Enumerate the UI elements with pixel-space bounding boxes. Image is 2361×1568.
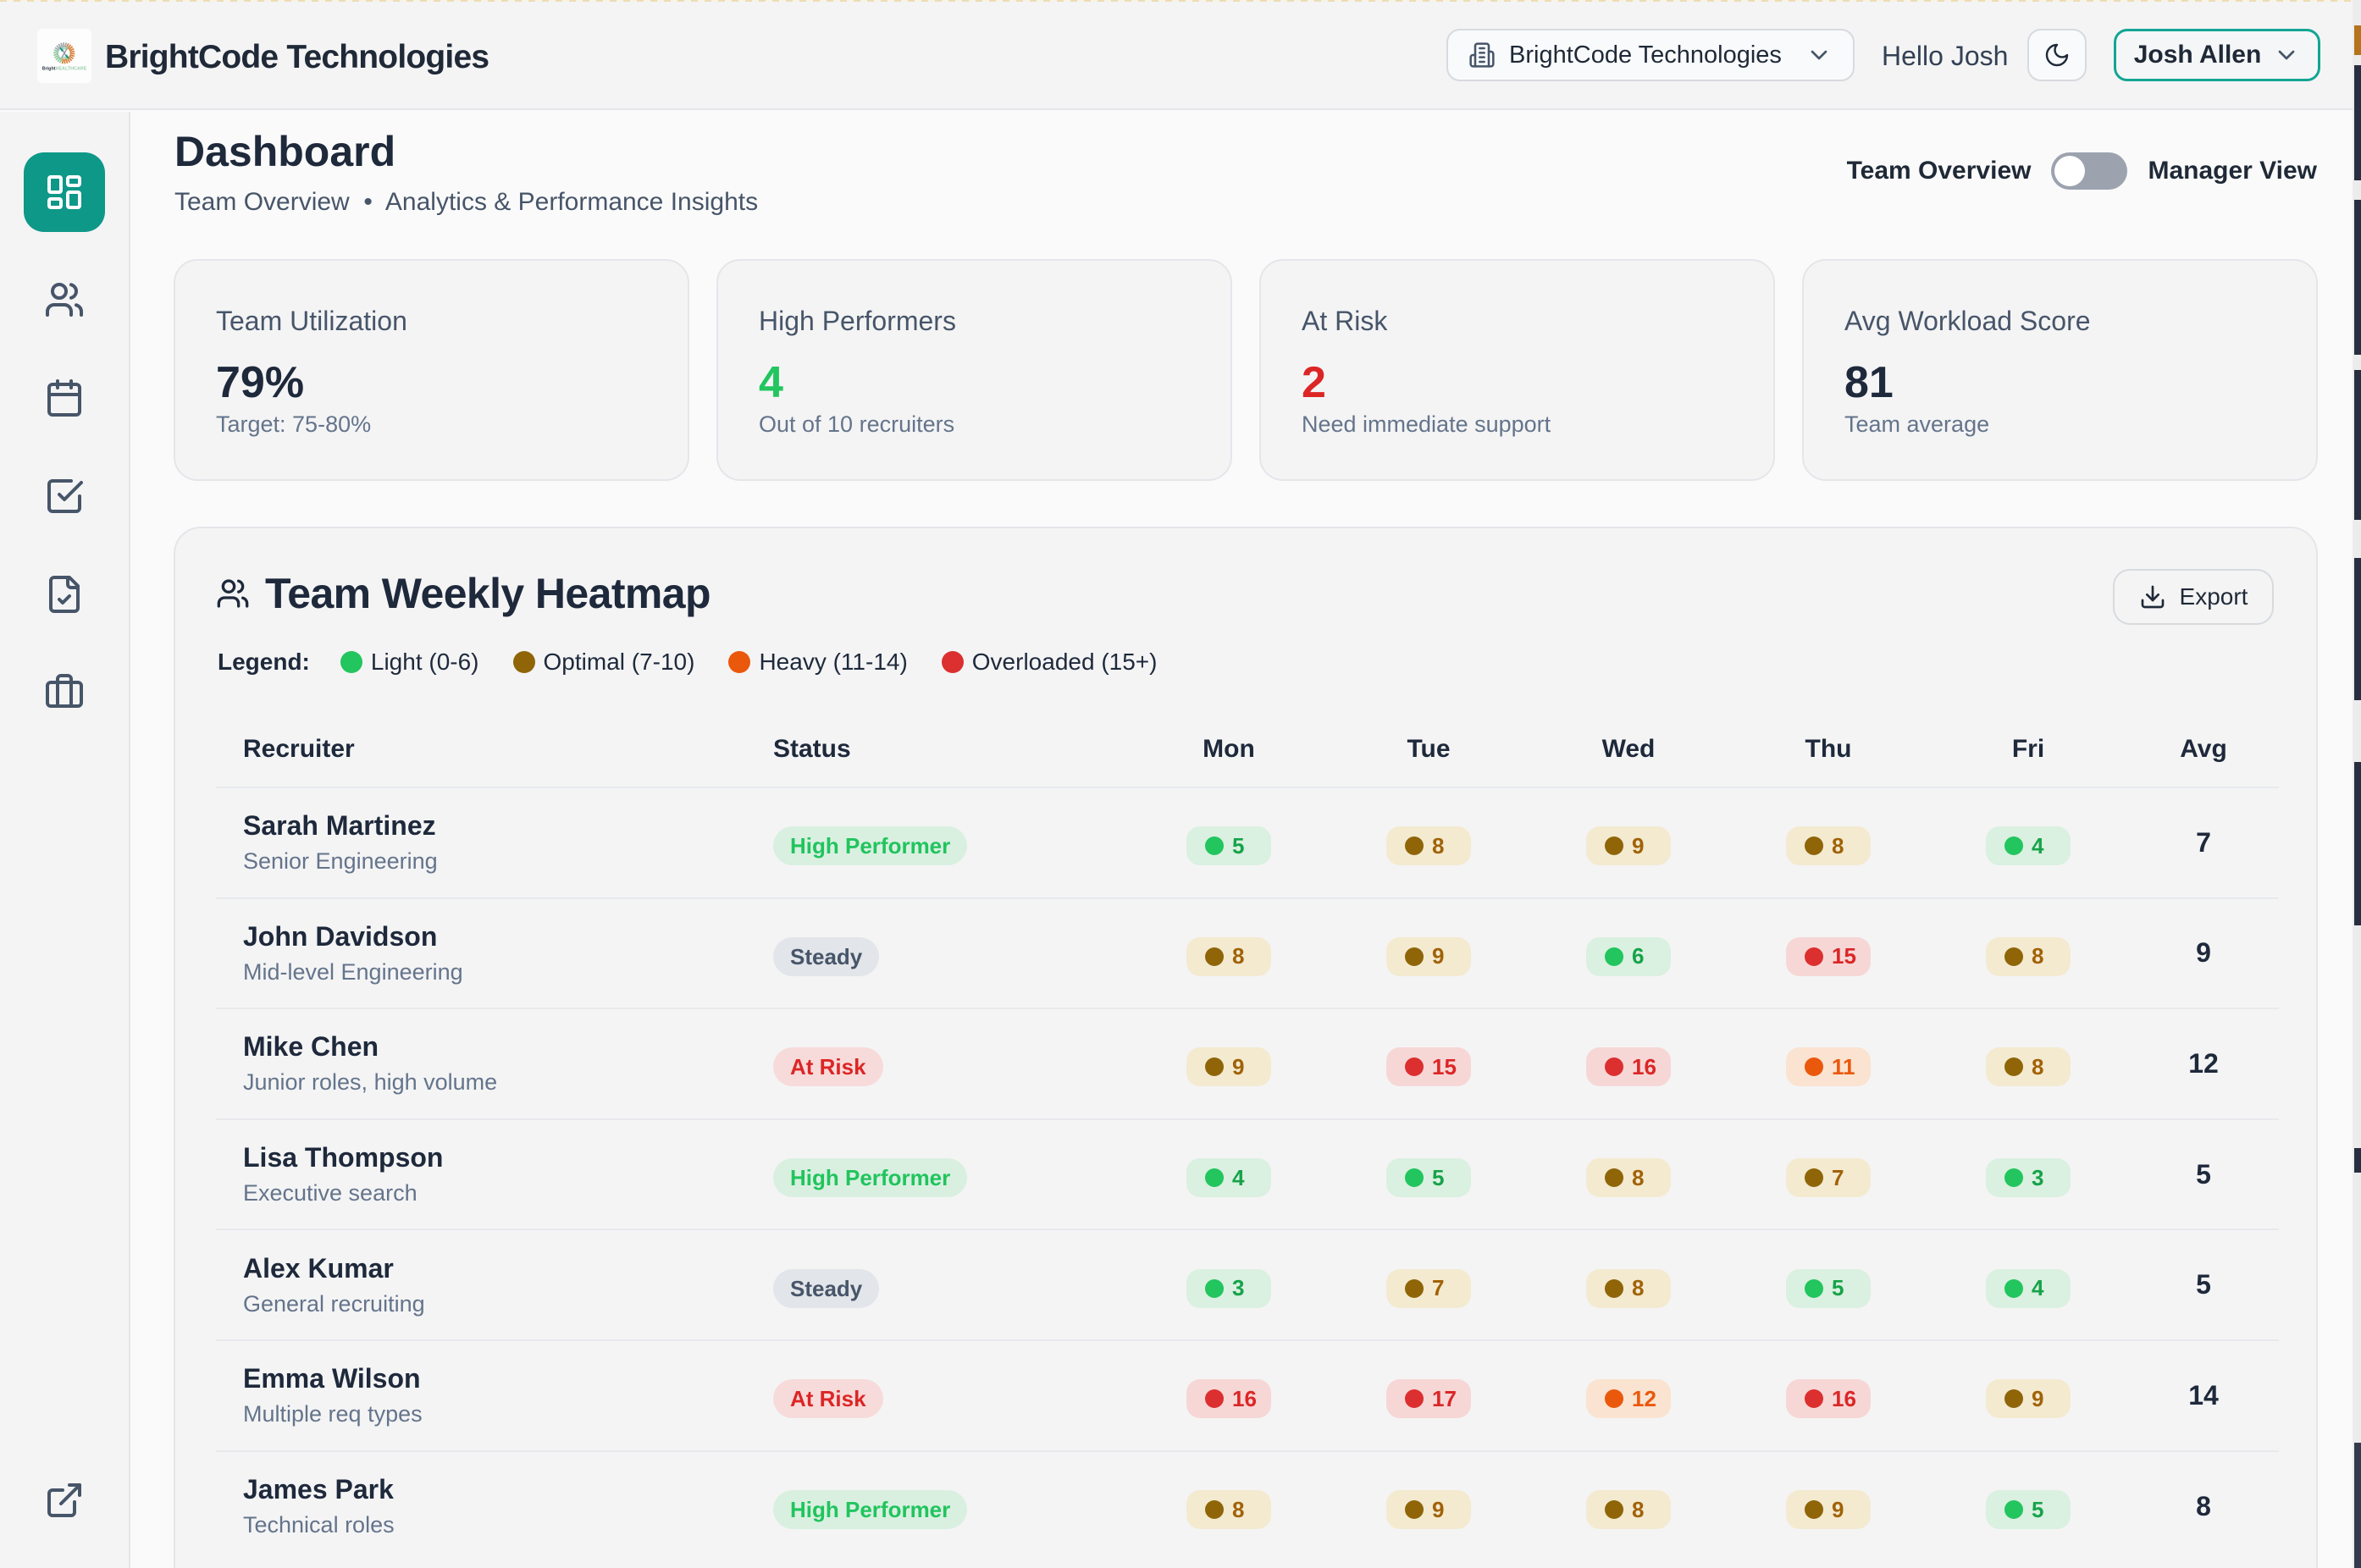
svg-text:BrightHEALTHCARE: BrightHEALTHCARE — [42, 66, 87, 71]
